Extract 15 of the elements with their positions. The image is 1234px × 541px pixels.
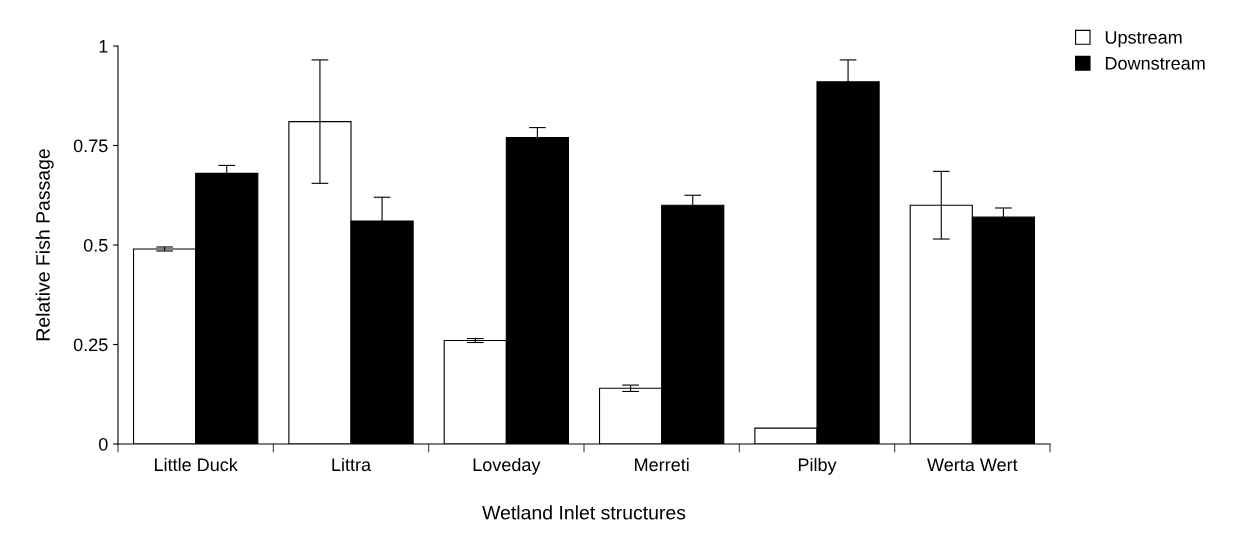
x-axis-title: Wetland Inlet structures [482,505,686,520]
x-tick-label: Merreti [635,457,689,472]
x-tick-label: Pilby [798,457,837,475]
y-axis-title: Relative Fish Passage [35,149,54,341]
x-tick-label: Loveday [473,457,541,475]
x-tick-label: Little Duck [155,457,238,472]
y-tick-label: 0.75 [73,139,108,153]
x-tick-label: Littra [332,457,372,472]
y-tick-label: 1 [99,40,108,53]
y-tick-label: 0.25 [73,338,108,352]
legend-label: Upstream [1105,31,1182,48]
y-tick-label: 0.5 [83,238,108,252]
x-tick-label: Werta Wert [927,458,1018,472]
legend-label: Downstream [1105,57,1205,70]
y-tick-label: 0 [98,437,108,451]
